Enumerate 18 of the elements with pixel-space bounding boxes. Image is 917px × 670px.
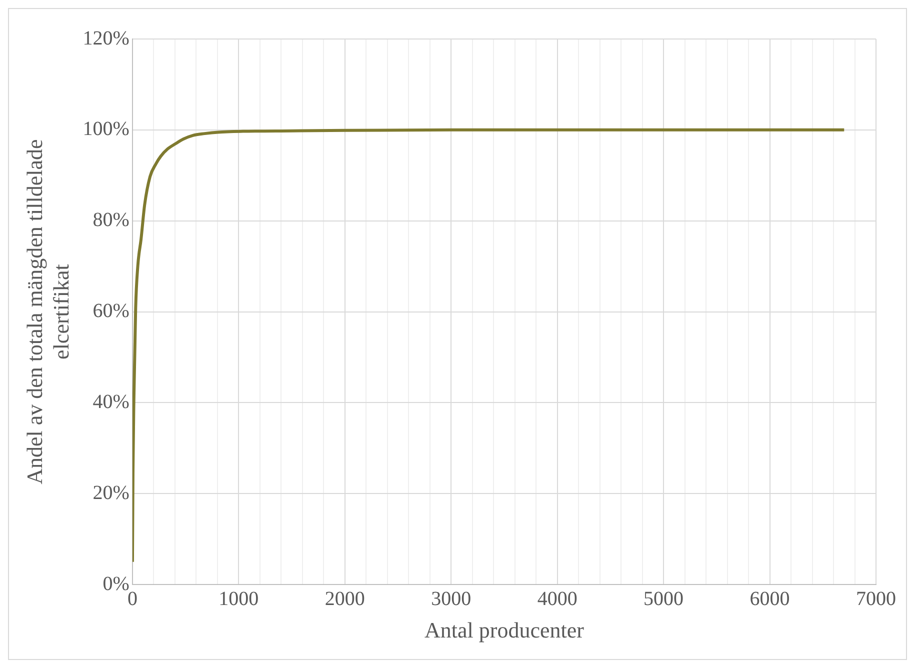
y-tick-label: 20% <box>92 482 130 504</box>
x-tick-label: 4000 <box>537 588 578 610</box>
y-tick-label: 0% <box>102 572 130 595</box>
y-tick-label: 40% <box>92 390 130 413</box>
x-axis-title: Antal producenter <box>424 618 585 643</box>
y-tick-label: 60% <box>92 300 130 322</box>
x-tick-label: 6000 <box>750 588 790 610</box>
x-tick-label: 0 <box>127 588 138 610</box>
x-tick-label: 7000 <box>856 588 896 610</box>
x-tick-label: 3000 <box>431 588 472 610</box>
y-tick-label: 120% <box>82 27 130 50</box>
y-tick-label: 80% <box>92 209 130 232</box>
x-tick-label: 5000 <box>644 588 684 610</box>
x-tick-label: 2000 <box>324 588 365 610</box>
line-series <box>132 128 846 564</box>
y-tick-label: 100% <box>82 118 130 140</box>
y-axis-title: Andel av den totala mängden tilldelade elcertifikat <box>22 139 74 484</box>
x-tick-label: 1000 <box>218 588 259 610</box>
